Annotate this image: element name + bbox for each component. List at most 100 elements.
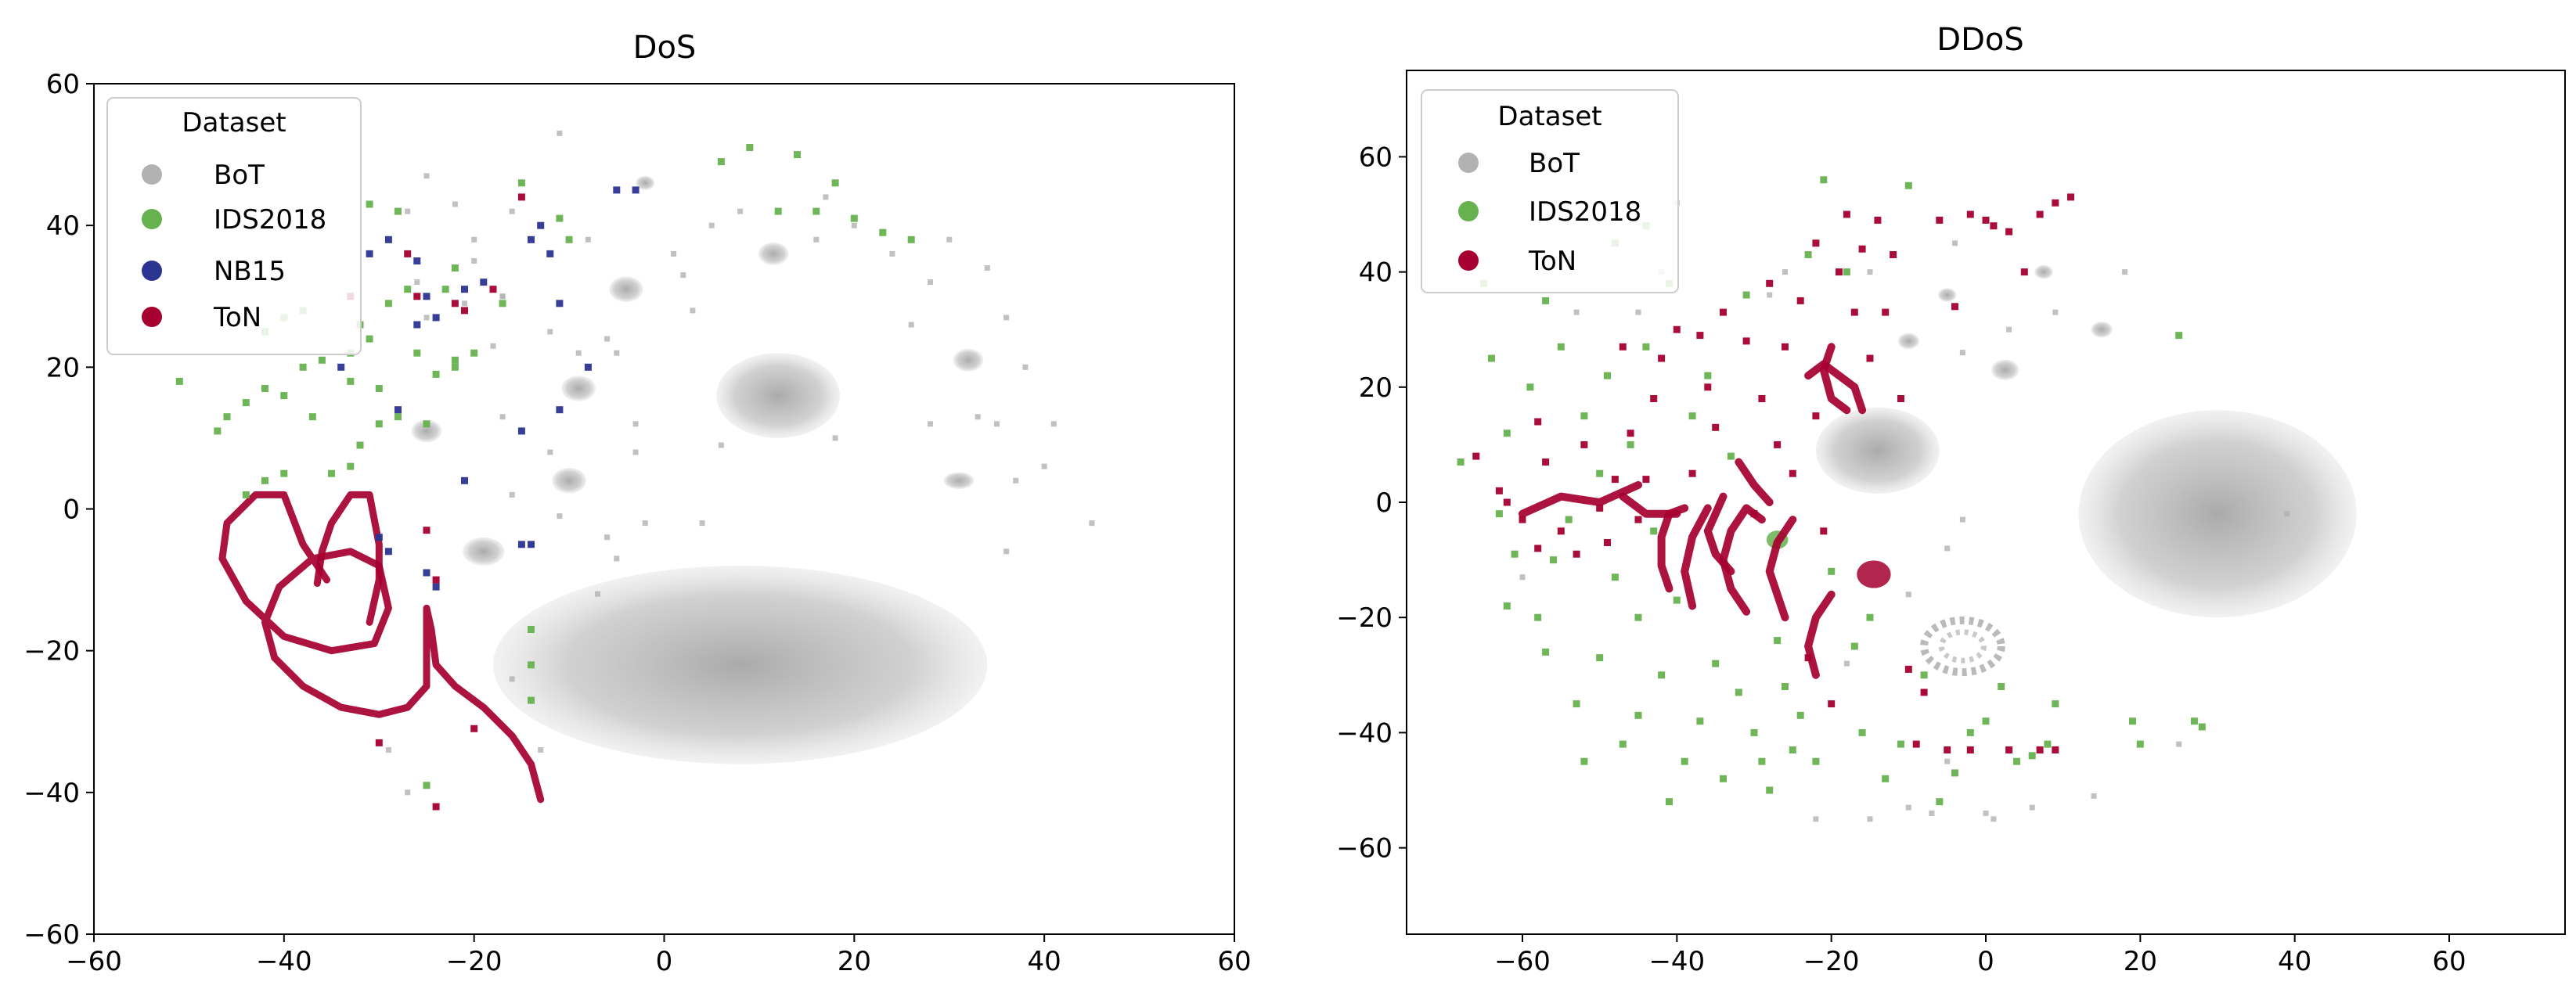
ddos-curve-ton-3	[1719, 504, 1766, 616]
ddos-xtick-label: 60	[2432, 946, 2466, 977]
dos-point-bot-40	[499, 293, 506, 300]
dos-point-bot-43	[452, 201, 458, 207]
dos-cluster-bot-6	[609, 276, 643, 302]
dos-point-bot-20	[614, 350, 620, 356]
dos-point-ids2018-4	[261, 385, 268, 392]
dos-legend-label-nb15: NB15	[214, 256, 286, 287]
ddos-point-ton-17	[1720, 308, 1727, 316]
ddos-point-ton-31	[1858, 245, 1866, 253]
ddos-point-ids2018-63	[2129, 717, 2136, 725]
dos-point-ids2018-25	[441, 286, 449, 293]
ddos-point-ids2018-26	[1681, 757, 1688, 765]
dos-point-bot-39	[538, 747, 544, 753]
ddos-point-ton-62	[1742, 337, 1750, 345]
ddos-point-ton-18	[1750, 510, 1758, 518]
dos-point-bot-42	[471, 258, 477, 264]
ddos-cluster-bot-2	[1920, 616, 2005, 677]
ddos-curve-ton-1	[1681, 504, 1712, 610]
ddos-point-ids2018-52	[1904, 182, 1912, 189]
dos-point-ton-1	[432, 803, 440, 811]
dos-point-ids2018-14	[328, 469, 335, 477]
ddos-point-ton-19	[1758, 395, 1766, 402]
dos-cluster-bot-8	[953, 348, 984, 372]
ddos-point-ton-14	[1688, 469, 1696, 477]
ddos-point-ids2018-38	[1774, 637, 1782, 645]
dos-point-bot-47	[737, 208, 744, 214]
ddos-point-ids2018-36	[1758, 757, 1766, 765]
ddos-point-ids2018-49	[1866, 613, 1874, 621]
dos-legend-label-ton: ToN	[213, 302, 261, 333]
ddos-point-ton-3	[1534, 545, 1542, 552]
dos-title: DoS	[633, 30, 697, 66]
ddos-point-bot-7	[1905, 804, 1911, 811]
ddos-point-ton-35	[1890, 251, 1897, 258]
ddos-point-ids2018-69	[1503, 602, 1511, 609]
ddos-point-ton-6	[1580, 440, 1588, 448]
dos-point-ton-4	[517, 193, 525, 201]
dos-point-ton-7	[413, 293, 421, 300]
dos-point-nb15-6	[461, 286, 468, 293]
dos-point-nb15-12	[632, 186, 639, 194]
ddos-point-ids2018-64	[2136, 740, 2144, 748]
dos-plot-area	[175, 130, 1095, 811]
dos-point-ids2018-48	[528, 696, 535, 704]
dos-point-bot-54	[1050, 421, 1057, 427]
dos-point-ids2018-28	[366, 200, 373, 208]
ddos-point-ton-0	[1472, 452, 1480, 460]
ddos-point-ids2018-33	[1735, 689, 1742, 696]
ddos-point-ton-55	[1503, 498, 1511, 506]
dos-point-ton-6	[423, 527, 431, 534]
dos-point-bot-14	[595, 591, 600, 597]
ddos-xtick-label: 40	[2278, 946, 2311, 977]
dos-xtick-label: 20	[838, 946, 871, 977]
dos-point-nb15-13	[556, 300, 564, 307]
dos-point-nb15-9	[537, 221, 545, 229]
dos-point-nb15-5	[413, 321, 421, 329]
ddos-point-ton-39	[1920, 689, 1928, 696]
ddos-point-ton-2	[1519, 516, 1526, 523]
dos-point-nb15-8	[528, 236, 535, 243]
ddos-legend-label-ton: ToN	[1528, 246, 1576, 277]
ddos-point-ids2018-3	[1503, 430, 1511, 437]
ddos-point-ton-8	[1611, 476, 1619, 484]
dos-point-ids2018-23	[384, 300, 392, 307]
ddos-point-ids2018-66	[2190, 717, 2198, 725]
ddos-point-ton-27	[1828, 700, 1836, 708]
ddos-point-ton-10	[1634, 516, 1642, 523]
ddos-point-ids2018-27	[1688, 412, 1696, 420]
ddos-point-ids2018-35	[1750, 728, 1758, 736]
ddos-point-ton-29	[1843, 210, 1850, 218]
dos-legend-title: Dataset	[182, 107, 286, 138]
dos-point-bot-37	[509, 676, 515, 682]
ddos-point-ids2018-16	[1611, 574, 1619, 581]
ddos-point-ids2018-31	[1720, 775, 1727, 782]
dos-point-ids2018-32	[556, 214, 564, 222]
dos-point-nb15-15	[556, 406, 564, 414]
dos-xtick-label: −20	[446, 946, 503, 977]
dos-point-ids2018-20	[432, 370, 440, 378]
ddos-curve-ton-7	[1735, 458, 1774, 506]
ddos-point-ids2018-44	[1820, 176, 1828, 184]
ddos-point-ids2018-62	[2052, 700, 2059, 708]
ddos-point-ids2018-34	[1742, 291, 1750, 299]
ddos-point-ids2018-19	[1634, 711, 1642, 719]
ddos-point-ids2018-58	[1998, 683, 2005, 690]
dos-xtick-label: −60	[66, 946, 122, 977]
dos-point-ids2018-49	[423, 782, 431, 789]
dos-curve-ton-0	[218, 491, 545, 804]
dos-point-bot-6	[557, 130, 563, 136]
ddos-cluster-ton-8	[1857, 560, 1891, 588]
ddos-cluster-bot-7	[2034, 264, 2053, 279]
dos-legend-label-ids2018: IDS2018	[214, 204, 326, 236]
dos-point-nb15-2	[413, 257, 421, 264]
ddos-point-ton-44	[1982, 216, 1990, 224]
dos-point-bot-15	[604, 534, 611, 541]
ddos-point-ids2018-8	[1550, 556, 1557, 564]
dos-point-ids2018-5	[280, 392, 288, 400]
dos-point-bot-50	[946, 236, 953, 243]
dos-point-ids2018-15	[347, 462, 355, 470]
ddos-point-ids2018-40	[1789, 746, 1796, 753]
dos-point-ids2018-18	[395, 413, 402, 421]
ddos-point-bot-28	[1767, 292, 1773, 298]
